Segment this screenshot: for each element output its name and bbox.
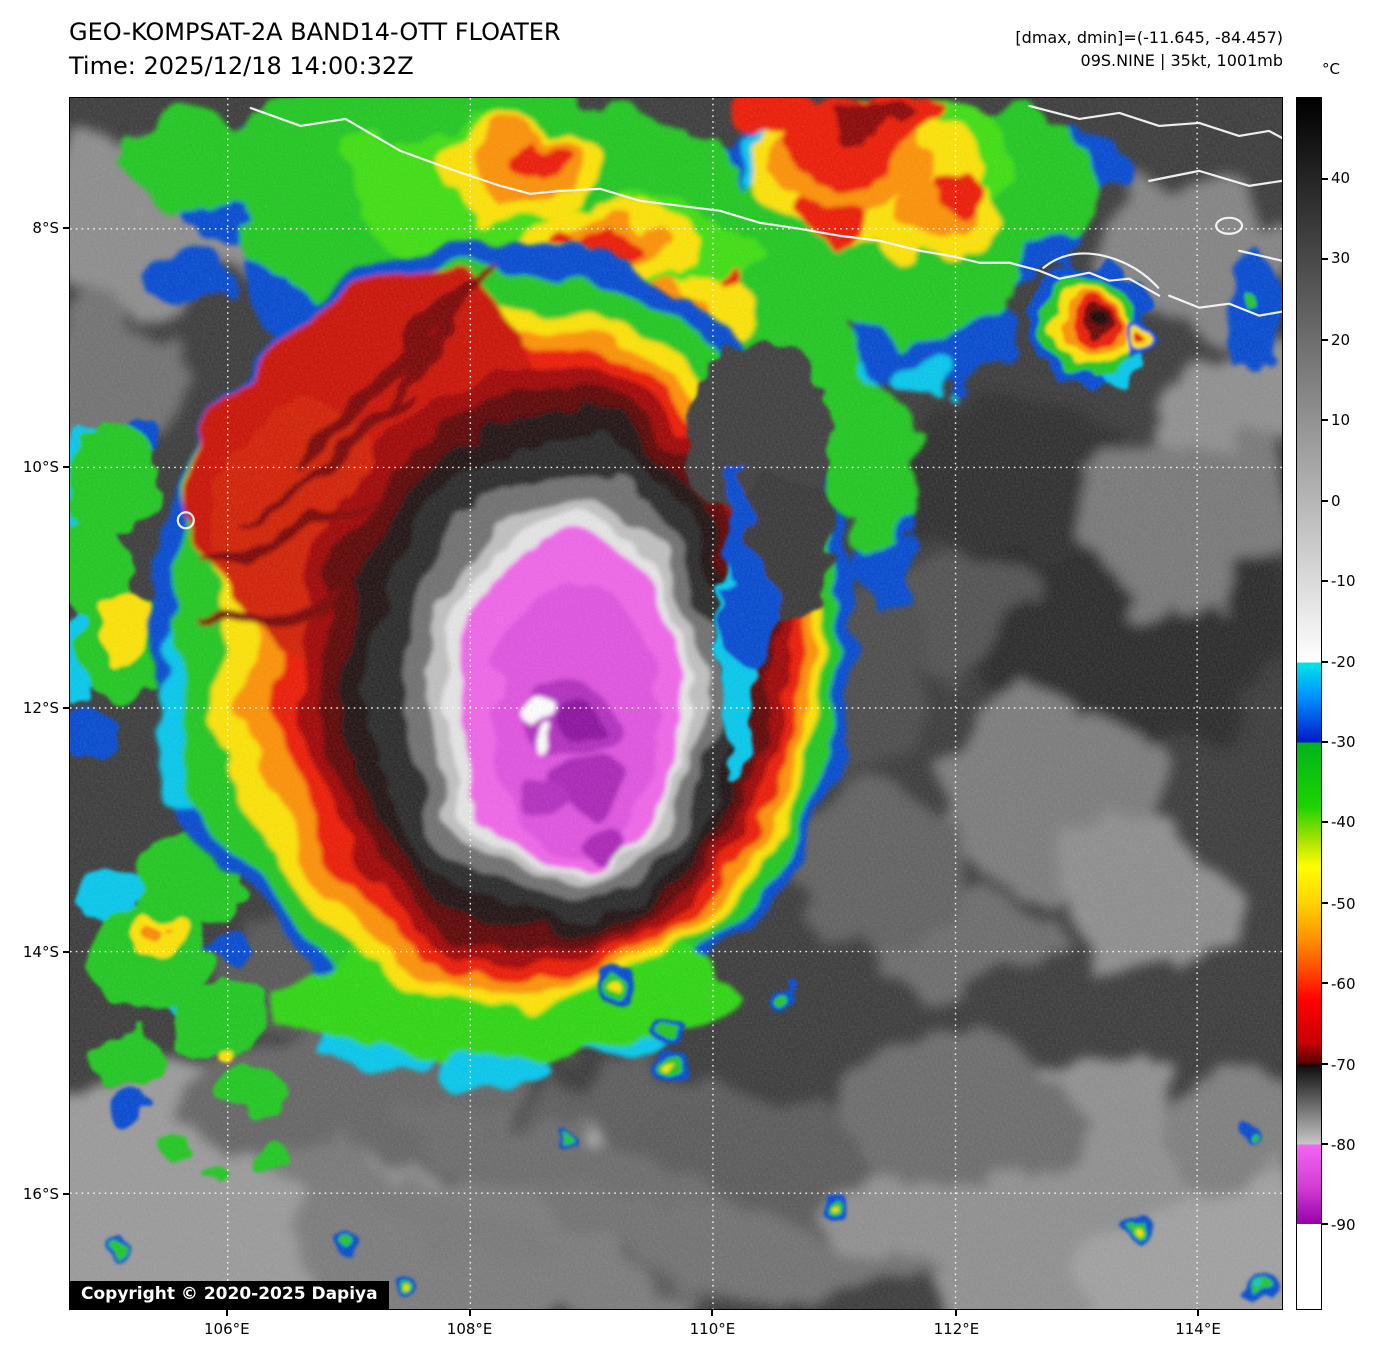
colorbar-tick-label: 30 — [1331, 249, 1351, 268]
colorbar-tick-label: 20 — [1331, 330, 1351, 349]
colorbar-tick-mark — [1322, 902, 1328, 905]
latitude-axis: 8°S 10°S 12°S 14°S 16°S — [0, 97, 69, 1310]
colorbar-tick-mark — [1322, 821, 1328, 824]
lon-tick-label: 108°E — [446, 1320, 493, 1338]
dmax-dmin-readout: [dmax, dmin]=(-11.645, -84.457) — [1015, 28, 1283, 47]
colorbar-tick-mark — [1322, 741, 1328, 744]
lat-tick-label: 16°S — [22, 1184, 59, 1203]
colorbar-tick-mark — [1322, 580, 1328, 583]
colorbar-tick-label: -70 — [1331, 1055, 1356, 1074]
satellite-imagery — [70, 98, 1282, 1309]
lon-tick-label: 112°E — [933, 1320, 980, 1338]
header-right: [dmax, dmin]=(-11.645, -84.457) 09S.NINE… — [1015, 26, 1283, 72]
colorbar-tick-mark — [1322, 1063, 1328, 1066]
lat-tick-mark — [63, 1192, 69, 1195]
colorbar-tick-label: -40 — [1331, 813, 1356, 832]
colorbar-tick-label: -60 — [1331, 974, 1356, 993]
lat-tick-mark — [63, 707, 69, 710]
colorbar-tick-label: -30 — [1331, 733, 1356, 752]
colorbar-tick-label: -10 — [1331, 571, 1356, 590]
colorbar-tick-label: -50 — [1331, 894, 1356, 913]
lon-tick-label: 114°E — [1175, 1320, 1221, 1338]
colorbar-tick-mark — [1322, 661, 1328, 664]
colorbar-unit-label: °C — [1322, 60, 1340, 78]
colorbar-tick-mark — [1322, 500, 1328, 503]
lat-tick-label: 8°S — [32, 219, 59, 237]
colorbar-tick-mark — [1322, 1223, 1328, 1226]
lon-tick-label: 106°E — [204, 1320, 250, 1338]
satellite-map: Copyright © 2020-2025 Dapiya — [69, 97, 1283, 1310]
colorbar-tick-mark — [1322, 982, 1328, 985]
colorbar-tick-label: 10 — [1331, 410, 1351, 429]
colorbar-tick-mark — [1322, 178, 1328, 181]
colorbar — [1296, 97, 1328, 1310]
timestamp: Time: 2025/12/18 14:00:32Z — [69, 52, 414, 80]
lon-tick-mark — [955, 1310, 958, 1316]
colorbar-tick-mark — [1322, 258, 1328, 261]
product-title: GEO-KOMPSAT-2A BAND14-OTT FLOATER — [69, 18, 561, 46]
lat-tick-mark — [63, 951, 69, 954]
lon-tick-mark — [468, 1310, 471, 1316]
lat-tick-mark — [63, 227, 69, 229]
colorbar-tick-labels: 40 30 20 10 0 -10 -20 -30 -40 -50 -60 -70 -80 -90 — [1331, 97, 1387, 1310]
lon-tick-mark — [1197, 1310, 1200, 1316]
colorbar-tick-label: -90 — [1331, 1216, 1356, 1235]
colorbar-tick-label: -80 — [1331, 1136, 1356, 1155]
lat-tick-label: 12°S — [22, 699, 59, 718]
lat-tick-label: 10°S — [22, 457, 59, 476]
lat-tick-mark — [63, 465, 69, 468]
lon-tick-label: 110°E — [689, 1320, 736, 1338]
lat-tick-label: 14°S — [22, 943, 59, 962]
colorbar-tick-label: 0 — [1331, 491, 1341, 510]
copyright-label: Copyright © 2020-2025 Dapiya — [70, 1281, 389, 1309]
lon-tick-mark — [711, 1310, 714, 1316]
longitude-axis: 106°E 108°E 110°E 112°E 114°E — [69, 1310, 1283, 1346]
colorbar-tick-label: -20 — [1331, 653, 1356, 672]
lon-tick-mark — [225, 1310, 228, 1316]
sensor-noise-overlay — [70, 98, 1282, 1309]
storm-info: 09S.NINE | 35kt, 1001mb — [1080, 51, 1283, 70]
colorbar-tick-mark — [1322, 339, 1328, 342]
colorbar-tick-mark — [1322, 1143, 1328, 1146]
colorbar-tick-mark — [1322, 419, 1328, 422]
colorbar-tick-label: 40 — [1331, 169, 1351, 188]
